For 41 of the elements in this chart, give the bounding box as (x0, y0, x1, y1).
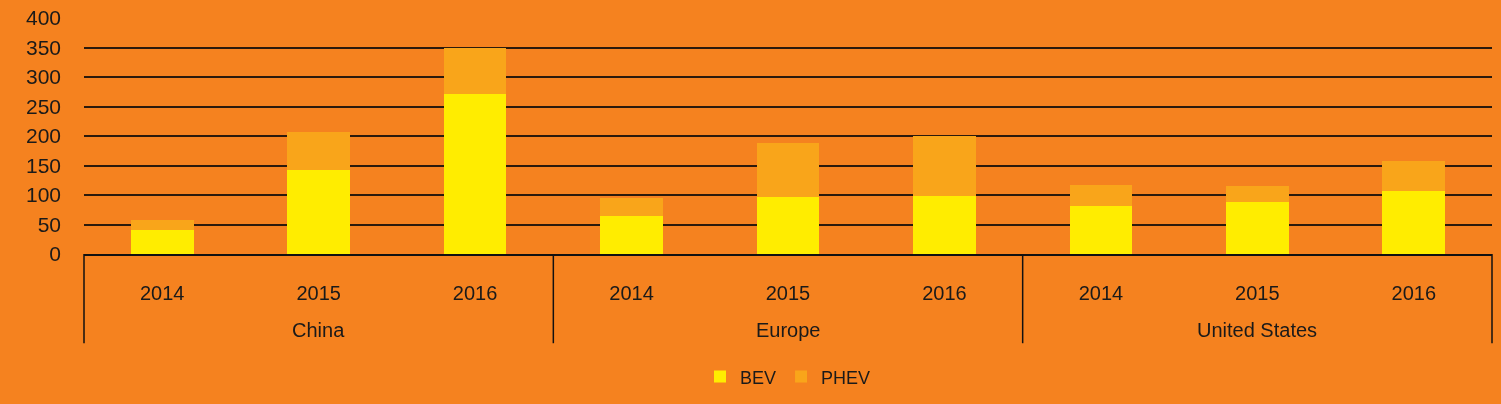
bar (443, 47, 507, 94)
bar (1226, 186, 1289, 203)
bar (443, 93, 507, 254)
bar (130, 230, 194, 254)
x-tick-label: 2016 (1391, 282, 1437, 304)
x-tick-label: 2015 (765, 282, 811, 304)
x-tick-label: 2014 (1078, 282, 1124, 304)
bar (287, 170, 350, 254)
x-tick-label: 2016 (452, 282, 498, 304)
text: China (292, 319, 346, 341)
bar (1069, 184, 1133, 207)
bar (130, 220, 194, 231)
y-tick-label: 200 (25, 124, 61, 148)
text: Europe (756, 319, 821, 341)
bar (756, 143, 820, 198)
x-tick-label: 2014 (139, 282, 185, 304)
y-tick-label: 400 (25, 6, 61, 30)
x-tick-label: 2014 (609, 282, 654, 304)
legend-label: PHEV (821, 367, 871, 388)
legend-label: BEV (740, 367, 777, 388)
y-tick-label: 350 (25, 35, 61, 59)
y-tick-label: 300 (25, 65, 61, 89)
text: United States (1197, 319, 1318, 341)
bar (913, 136, 976, 196)
bar (287, 132, 350, 171)
bar (756, 197, 820, 254)
y-tick-label: 150 (25, 153, 61, 177)
bar (1382, 160, 1446, 192)
bar (600, 215, 663, 254)
y-tick-label: 250 (25, 94, 61, 118)
bar (1226, 202, 1289, 254)
x-tick-label: 2015 (296, 282, 341, 304)
bar (1069, 206, 1133, 254)
y-tick-label: 50 (37, 212, 61, 236)
y-tick-label: 100 (25, 183, 61, 207)
y-tick-label: 0 (49, 242, 61, 266)
bar (913, 195, 976, 254)
x-tick-label: 2015 (1235, 282, 1280, 304)
bar (1382, 191, 1446, 254)
bar (600, 197, 663, 216)
x-tick-label: 2016 (922, 282, 967, 304)
